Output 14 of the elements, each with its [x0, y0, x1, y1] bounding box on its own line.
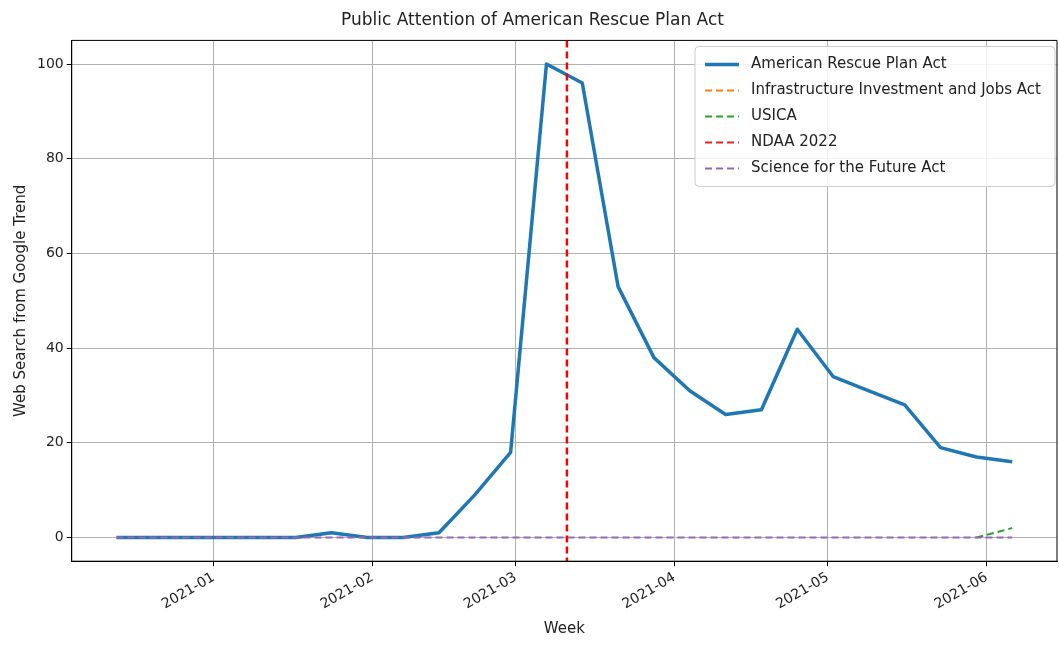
y-tick-label: 20 — [45, 433, 64, 450]
chart-title: Public Attention of American Rescue Plan Act — [341, 8, 725, 29]
x-axis-title: Week — [543, 618, 586, 637]
y-axis-title: Web Search from Google Trend — [10, 184, 29, 417]
y-tick-label: 80 — [45, 149, 64, 166]
legend-label: USICA — [751, 106, 798, 125]
legend-label: American Rescue Plan Act — [751, 54, 947, 73]
legend-label: Science for the Future Act — [751, 158, 946, 177]
legend-label: NDAA 2022 — [751, 132, 838, 151]
y-tick-label: 60 — [45, 244, 64, 261]
legend-label: Infrastructure Investment and Jobs Act — [751, 80, 1042, 99]
y-tick-label: 100 — [36, 54, 64, 71]
y-tick-label: 0 — [54, 528, 64, 545]
y-tick-label: 40 — [45, 338, 64, 355]
